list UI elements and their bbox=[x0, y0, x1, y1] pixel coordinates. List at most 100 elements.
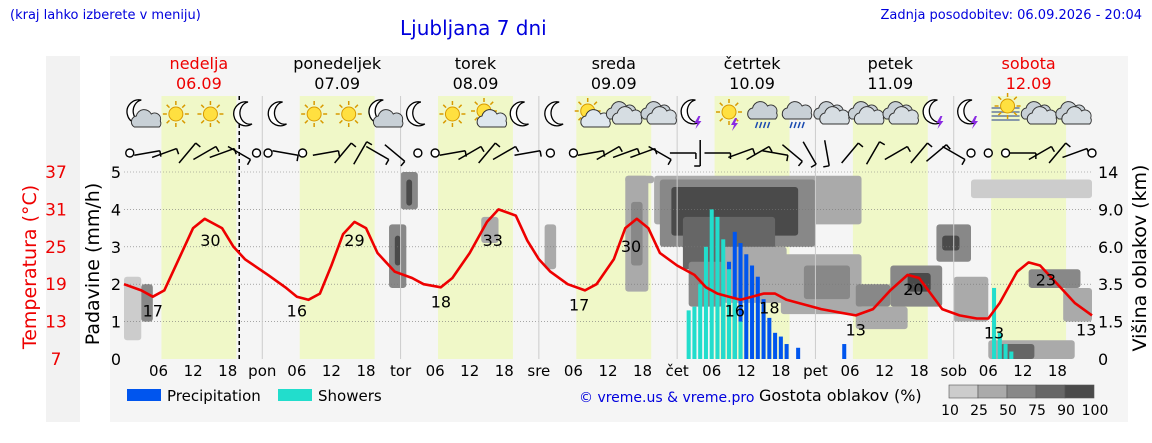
day-date: 12.09 bbox=[1006, 74, 1052, 93]
moon-shape bbox=[267, 101, 287, 127]
wind-barb-tick bbox=[350, 142, 357, 148]
wind-row bbox=[125, 140, 1097, 168]
hour-tick: 06 bbox=[287, 362, 306, 380]
cloud-cell bbox=[999, 344, 1035, 359]
sun-ray bbox=[997, 111, 1002, 116]
precipitation-bar bbox=[773, 332, 778, 359]
wind-calm-marker bbox=[430, 148, 440, 158]
sun-disc bbox=[1000, 98, 1016, 114]
sun-cloud-icon bbox=[471, 98, 508, 128]
cloud-icon bbox=[847, 101, 885, 125]
sun-ray bbox=[442, 119, 447, 124]
moon-shape bbox=[509, 101, 529, 127]
moon-icon bbox=[233, 101, 253, 127]
sun-ray bbox=[577, 116, 582, 121]
wind-barb-tick bbox=[927, 142, 933, 148]
cloud-shape bbox=[1061, 106, 1092, 125]
hour-tick: 06 bbox=[702, 362, 721, 380]
precip-tick: 1 bbox=[111, 313, 121, 332]
daylight-band bbox=[438, 96, 513, 359]
cloud-legend-tick: 10 bbox=[941, 403, 959, 419]
wind-barb-tick bbox=[514, 146, 520, 153]
cloud-shape bbox=[747, 101, 778, 120]
wind-barb bbox=[1048, 142, 1067, 164]
wind-barb bbox=[492, 145, 516, 161]
cloud-legend-tick: 90 bbox=[1057, 403, 1075, 419]
wind-barb-tick bbox=[1050, 146, 1056, 153]
cloud-cell bbox=[942, 235, 960, 251]
wind-barb bbox=[134, 150, 160, 156]
hour-tick: 06 bbox=[426, 362, 445, 380]
hour-tick: 12 bbox=[322, 362, 341, 380]
wind-barb bbox=[728, 147, 753, 159]
temperature-tick: 31 bbox=[45, 200, 67, 220]
sun-ray bbox=[354, 104, 359, 109]
wind-barb-tick bbox=[823, 165, 830, 168]
wind-barb bbox=[365, 145, 390, 161]
showers-bar bbox=[698, 284, 703, 359]
wind-barb bbox=[1062, 147, 1088, 159]
sun-ray bbox=[997, 96, 1002, 101]
daylight-band bbox=[161, 96, 237, 359]
hour-tick: 18 bbox=[356, 362, 375, 380]
temperature-label: 29 bbox=[344, 231, 364, 250]
showers-bar bbox=[738, 321, 743, 359]
moon-cloud-icon bbox=[126, 99, 162, 128]
sun-ray bbox=[442, 104, 447, 109]
last-updated: Zadnja posodobitev: 06.09.2026 - 20:04 bbox=[880, 8, 1142, 23]
moon-storm-icon bbox=[957, 99, 978, 129]
wind-barb bbox=[612, 147, 638, 159]
cloud-legend-swatch bbox=[977, 384, 1008, 399]
region-note[interactable]: (kraj lahko izberete v meniju) bbox=[10, 8, 201, 23]
wind-barb-tick bbox=[752, 148, 756, 155]
precipitation-axis-label: Padavine (mm/h) bbox=[82, 183, 104, 346]
sun-ray bbox=[216, 119, 221, 124]
cloud-shape bbox=[819, 106, 850, 125]
hour-tick: 12 bbox=[184, 362, 203, 380]
cloud-legend-tick: 25 bbox=[970, 403, 988, 419]
cloud-icon bbox=[1055, 101, 1092, 125]
sun-ray bbox=[181, 119, 186, 124]
day-date: 06.09 bbox=[176, 74, 222, 93]
sun-ray bbox=[304, 119, 309, 124]
day-name: nedelja bbox=[170, 54, 229, 73]
moon-shape bbox=[405, 101, 426, 127]
sun-disc bbox=[306, 106, 322, 122]
moon-icon bbox=[544, 101, 564, 127]
wind-calm-marker bbox=[545, 148, 556, 158]
lightning-bolt bbox=[936, 116, 944, 129]
day-date: 08.09 bbox=[453, 74, 499, 93]
wind-barb bbox=[193, 145, 217, 161]
cloud-shape bbox=[853, 106, 885, 125]
credit-text: © vreme.us & vreme.pro bbox=[579, 390, 754, 406]
wind-barb-tick bbox=[480, 146, 485, 153]
wind-barb bbox=[458, 145, 482, 161]
cloud-legend-swatch bbox=[1006, 384, 1037, 399]
wind-barb bbox=[312, 150, 339, 156]
cloud-cell bbox=[625, 175, 655, 184]
temperature-labels: 17 30 16 29 18 33 17 30 16 18 13 20 13 23 13 bbox=[143, 231, 1097, 343]
lightning-bolt bbox=[971, 116, 978, 129]
sun-ray bbox=[319, 119, 324, 124]
hour-tick: 12 bbox=[875, 362, 894, 380]
day-name: ponedeljek bbox=[293, 54, 382, 73]
sun-ray bbox=[200, 119, 205, 124]
temperature-label: 16 bbox=[287, 302, 307, 321]
sun-ray bbox=[166, 104, 171, 109]
wind-barb bbox=[227, 145, 251, 161]
cloud-cell bbox=[953, 276, 989, 322]
precip-tick: 4 bbox=[111, 200, 121, 219]
precipitation-bar bbox=[778, 336, 783, 359]
temperature-tick: 19 bbox=[45, 275, 67, 295]
wind-barb-tick bbox=[768, 146, 773, 153]
sun-ray bbox=[474, 101, 479, 106]
sun-ray bbox=[734, 102, 739, 107]
temperature-label: 18 bbox=[431, 292, 451, 311]
wind-barb bbox=[648, 145, 672, 161]
wind-calm-marker bbox=[251, 148, 262, 158]
wind-barb-tick bbox=[857, 142, 864, 148]
cloud-icon bbox=[882, 101, 919, 125]
sun-ray bbox=[304, 104, 309, 109]
wind-calm-marker bbox=[568, 148, 579, 158]
hour-tick: 12 bbox=[460, 362, 479, 380]
